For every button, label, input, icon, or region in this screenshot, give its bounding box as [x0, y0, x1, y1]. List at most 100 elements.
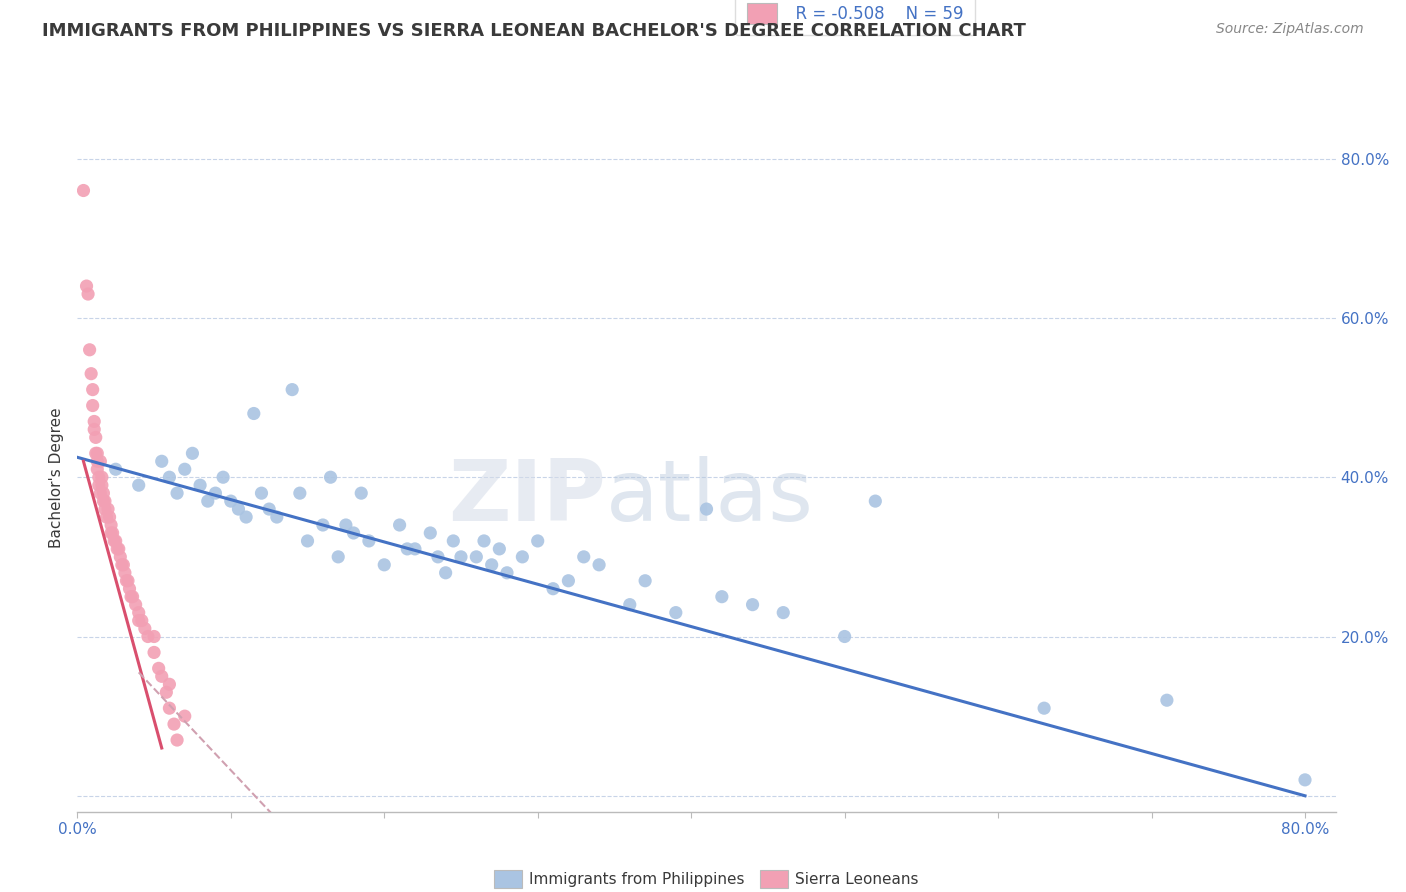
- Point: [124, 598, 146, 612]
- Point: [834, 630, 856, 644]
- Point: [235, 510, 257, 524]
- Point: [98, 510, 121, 524]
- Point: [76, 279, 98, 293]
- Point: [134, 622, 156, 636]
- Point: [404, 541, 426, 556]
- Point: [104, 533, 127, 548]
- Point: [111, 558, 134, 572]
- Point: [297, 533, 319, 548]
- Point: [357, 533, 380, 548]
- Point: [97, 502, 120, 516]
- Point: [541, 582, 564, 596]
- Point: [94, 502, 117, 516]
- Point: [634, 574, 657, 588]
- Point: [89, 486, 111, 500]
- Point: [197, 494, 219, 508]
- Point: [865, 494, 887, 508]
- Point: [82, 383, 104, 397]
- Point: [87, 470, 110, 484]
- Point: [181, 446, 204, 460]
- Point: [79, 343, 101, 357]
- Point: [328, 549, 350, 564]
- Point: [86, 446, 108, 460]
- Point: [83, 414, 105, 429]
- Point: [350, 486, 373, 500]
- Point: [481, 558, 503, 572]
- Point: [696, 502, 718, 516]
- Point: [84, 446, 107, 460]
- Point: [419, 525, 441, 540]
- Point: [101, 525, 124, 540]
- Point: [143, 630, 166, 644]
- Point: [86, 462, 108, 476]
- Point: [388, 518, 411, 533]
- Point: [121, 590, 143, 604]
- Point: [157, 701, 180, 715]
- Point: [128, 614, 150, 628]
- Point: [157, 677, 180, 691]
- Point: [157, 470, 180, 484]
- Point: [90, 470, 112, 484]
- Point: [87, 478, 110, 492]
- Point: [204, 486, 226, 500]
- Point: [150, 669, 173, 683]
- Point: [288, 486, 311, 500]
- Point: [243, 407, 266, 421]
- Point: [1033, 701, 1056, 715]
- Point: [94, 494, 117, 508]
- Point: [128, 478, 150, 492]
- Point: [312, 518, 335, 533]
- Point: [526, 533, 548, 548]
- Point: [212, 470, 235, 484]
- Point: [100, 518, 122, 533]
- Point: [281, 383, 304, 397]
- Point: [619, 598, 641, 612]
- Point: [107, 541, 129, 556]
- Point: [1294, 772, 1316, 787]
- Point: [115, 574, 138, 588]
- Point: [100, 525, 122, 540]
- Text: Source: ZipAtlas.com: Source: ZipAtlas.com: [1216, 22, 1364, 37]
- Point: [96, 510, 118, 524]
- Point: [77, 287, 100, 301]
- Point: [136, 630, 159, 644]
- Text: atlas: atlas: [606, 456, 814, 539]
- Point: [450, 549, 472, 564]
- Point: [118, 582, 141, 596]
- Point: [163, 717, 186, 731]
- Point: [219, 494, 242, 508]
- Point: [772, 606, 794, 620]
- Point: [166, 486, 188, 500]
- Point: [166, 733, 188, 747]
- Point: [173, 709, 195, 723]
- Point: [103, 533, 125, 548]
- Point: [472, 533, 495, 548]
- Text: IMMIGRANTS FROM PHILIPPINES VS SIERRA LEONEAN BACHELOR'S DEGREE CORRELATION CHAR: IMMIGRANTS FROM PHILIPPINES VS SIERRA LE…: [42, 22, 1026, 40]
- Point: [496, 566, 519, 580]
- Point: [557, 574, 579, 588]
- Point: [173, 462, 195, 476]
- Point: [434, 566, 457, 580]
- Point: [105, 541, 128, 556]
- Point: [93, 494, 115, 508]
- Point: [86, 454, 108, 468]
- Point: [228, 502, 250, 516]
- Point: [741, 598, 763, 612]
- Point: [80, 367, 103, 381]
- Point: [1156, 693, 1178, 707]
- Point: [588, 558, 610, 572]
- Point: [319, 470, 342, 484]
- Point: [84, 430, 107, 444]
- Point: [665, 606, 688, 620]
- Point: [710, 590, 733, 604]
- Point: [188, 478, 211, 492]
- Y-axis label: Bachelor's Degree: Bachelor's Degree: [49, 407, 65, 548]
- Point: [426, 549, 449, 564]
- Point: [89, 454, 111, 468]
- Point: [104, 462, 127, 476]
- Point: [373, 558, 395, 572]
- Point: [342, 525, 364, 540]
- Point: [112, 558, 135, 572]
- Point: [335, 518, 357, 533]
- Point: [257, 502, 280, 516]
